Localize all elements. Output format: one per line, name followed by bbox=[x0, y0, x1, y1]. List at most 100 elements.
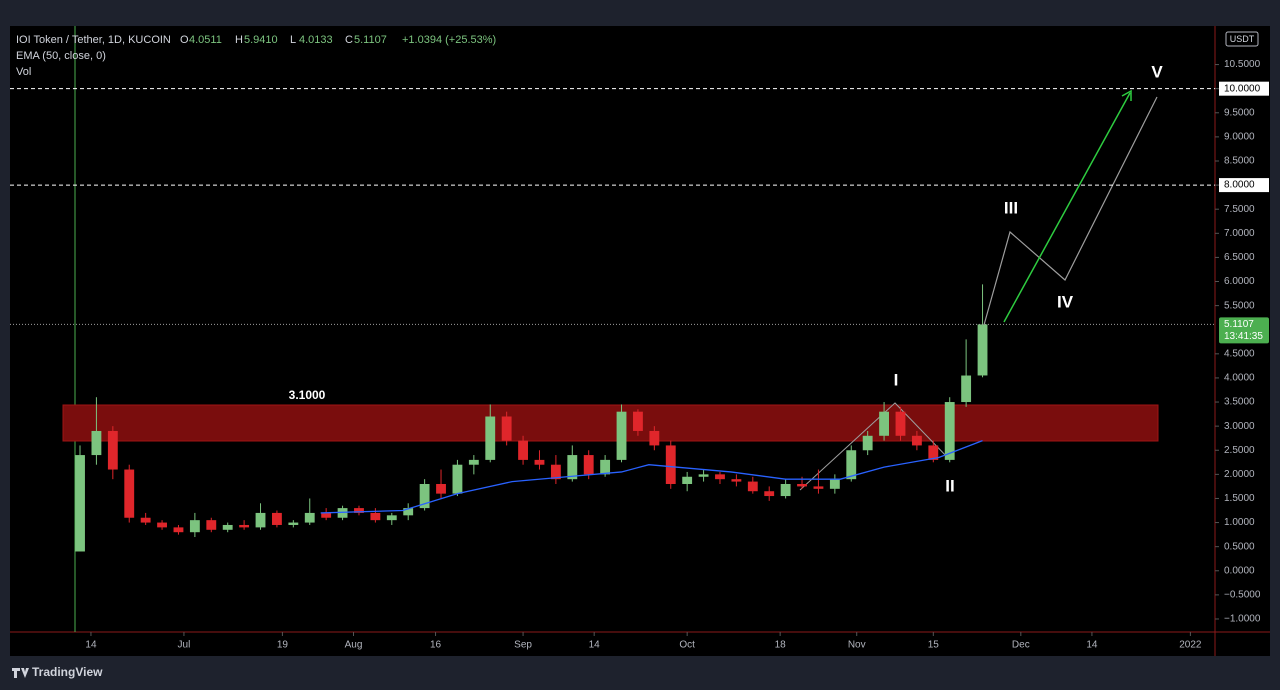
candle-body bbox=[747, 481, 758, 492]
y-tick-label: −0.5000 bbox=[1224, 590, 1261, 601]
ohlc-legend: O 4.0511 H 5.9410 L 4.0133 C 5.1107 +1.0394 (+25… bbox=[180, 34, 496, 46]
legend-value: 4.0133 bbox=[299, 34, 333, 46]
x-tick-label: Aug bbox=[345, 640, 363, 651]
legend-key: O bbox=[180, 34, 189, 46]
candle-body bbox=[255, 512, 266, 528]
candle-body bbox=[91, 430, 102, 456]
candle-body bbox=[157, 522, 167, 528]
candle-body bbox=[189, 520, 200, 533]
legend-value: 5.1107 bbox=[354, 34, 387, 46]
candle-body bbox=[764, 491, 775, 497]
candle-body bbox=[485, 416, 496, 460]
currency[interactable]: USDT bbox=[1230, 34, 1255, 44]
resistance-zone bbox=[62, 404, 1159, 442]
candle-body bbox=[206, 520, 217, 530]
brand: TradingView bbox=[32, 665, 103, 679]
y-tick-label: 4.0000 bbox=[1224, 373, 1255, 384]
x-tick-label: 19 bbox=[277, 640, 289, 651]
x-tick-label: Jul bbox=[178, 640, 191, 651]
wave-label: I bbox=[894, 370, 899, 389]
candle-body bbox=[715, 474, 725, 480]
x-tick-label: 2022 bbox=[1179, 640, 1202, 651]
candle-body bbox=[665, 445, 676, 484]
x-tick-label: Oct bbox=[679, 640, 695, 651]
candle-body bbox=[124, 469, 135, 518]
candle-body bbox=[649, 430, 660, 446]
candle-body bbox=[977, 324, 988, 376]
arrow-head bbox=[1121, 89, 1132, 101]
x-tick-label: 14 bbox=[1086, 640, 1098, 651]
y-tick-label: 0.5000 bbox=[1224, 541, 1255, 552]
level-tag bbox=[1219, 81, 1269, 96]
candle-body bbox=[829, 479, 840, 489]
candle-body bbox=[567, 455, 578, 480]
candle-body bbox=[698, 474, 709, 477]
y-tick-label: 9.0000 bbox=[1224, 132, 1255, 143]
candle-body bbox=[928, 445, 939, 460]
x-tick-label: 15 bbox=[928, 640, 940, 651]
x-tick-label: Dec bbox=[1012, 640, 1030, 651]
y-tick-label: 3.0000 bbox=[1224, 421, 1255, 432]
countdown: 13:41:35 bbox=[1224, 331, 1263, 342]
x-tick-label: 18 bbox=[775, 640, 787, 651]
candle-body bbox=[682, 476, 693, 484]
candle-body bbox=[419, 483, 430, 509]
candle-body bbox=[304, 512, 315, 523]
candle-body bbox=[173, 527, 184, 533]
indicator: Vol bbox=[16, 66, 31, 78]
y-tick-label: −1.0000 bbox=[1224, 614, 1261, 625]
candle-body bbox=[468, 459, 479, 465]
candle-body bbox=[600, 459, 611, 475]
y-tick-label: 3.5000 bbox=[1224, 397, 1255, 408]
legend-key: C bbox=[345, 34, 353, 46]
candle-body bbox=[862, 435, 873, 451]
candle-body bbox=[140, 517, 151, 523]
candle-body bbox=[403, 508, 414, 516]
candle-body bbox=[321, 512, 332, 518]
x-tick-label: Sep bbox=[514, 640, 532, 651]
candle-body bbox=[386, 515, 397, 521]
candle-body bbox=[272, 512, 282, 525]
candle-body bbox=[534, 459, 545, 465]
candle-body bbox=[895, 411, 906, 436]
last-price-label: 5.1107 bbox=[1224, 319, 1254, 330]
y-tick-label: 9.5000 bbox=[1224, 107, 1255, 118]
currency-box[interactable] bbox=[1225, 31, 1259, 47]
y-tick-label: 8.5000 bbox=[1224, 156, 1255, 167]
y-tick-label: 1.5000 bbox=[1224, 493, 1255, 504]
candle-body bbox=[911, 435, 922, 446]
y-tick-label: 8.0000 bbox=[1224, 180, 1255, 191]
change: +1.0394 (+25.53%) bbox=[402, 34, 496, 46]
y-tick-label: 7.0000 bbox=[1224, 228, 1255, 239]
candle-body bbox=[452, 464, 463, 494]
x-tick-label: 14 bbox=[589, 640, 601, 651]
candle-body bbox=[633, 411, 643, 431]
zone-label: 3.1000 bbox=[289, 388, 326, 402]
wave-label: V bbox=[1151, 62, 1163, 81]
wave-label: III bbox=[1004, 198, 1018, 217]
y-tick-label: 10.5000 bbox=[1224, 59, 1261, 70]
candle-body bbox=[780, 483, 791, 497]
plot-background bbox=[10, 26, 1270, 656]
candle-body bbox=[583, 455, 594, 475]
candle-body bbox=[436, 483, 446, 494]
y-tick-label: 4.5000 bbox=[1224, 348, 1255, 359]
indicator: EMA (50, close, 0) bbox=[16, 50, 106, 62]
brand-logo bbox=[12, 668, 29, 678]
candle-body bbox=[879, 411, 889, 436]
candle-body bbox=[961, 375, 972, 403]
wave-label: II bbox=[945, 476, 954, 495]
candle-body bbox=[222, 524, 233, 530]
y-tick-label: 6.0000 bbox=[1224, 276, 1255, 287]
legend-value: 5.9410 bbox=[244, 34, 278, 46]
x-tick-label: 14 bbox=[85, 640, 97, 651]
y-tick-label: 10.0000 bbox=[1224, 83, 1261, 94]
legend-key: L bbox=[290, 34, 296, 46]
y-tick-label: 2.0000 bbox=[1224, 469, 1255, 480]
projection-line bbox=[983, 96, 1158, 326]
x-tick-label: Nov bbox=[848, 640, 866, 651]
symbol: IOI Token / Tether, 1D, KUCOIN bbox=[16, 34, 171, 46]
wave-label: IV bbox=[1057, 292, 1074, 311]
candle-body bbox=[550, 464, 561, 480]
